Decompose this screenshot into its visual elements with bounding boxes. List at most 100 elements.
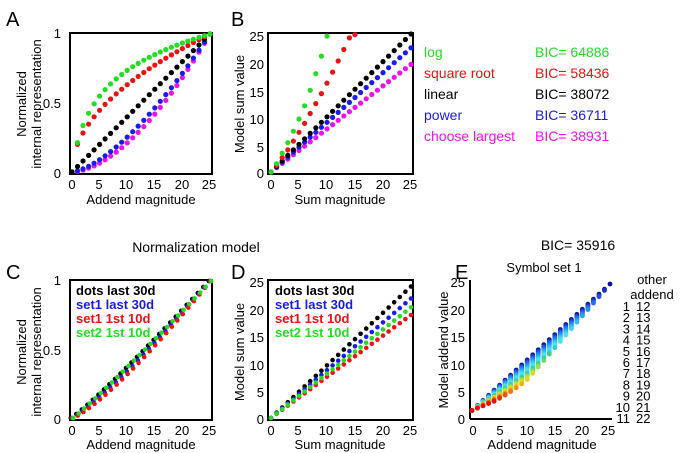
- point-log: [130, 64, 136, 70]
- panel-a: 1 0.5 0 0 5 10 15 20 25 Addend magnitude…: [14, 26, 216, 207]
- point-set1-1st-10d: [141, 354, 147, 360]
- point-set1-1st-10d: [363, 345, 369, 351]
- point-dots-last-30d: [352, 336, 358, 342]
- y-tick: 20: [451, 303, 465, 318]
- point-choose-largest: [318, 130, 324, 136]
- point-set2-1st-10d: [302, 389, 307, 394]
- x-tick: 0: [68, 177, 75, 192]
- point-linear: [185, 53, 191, 59]
- point-linear: [307, 130, 313, 136]
- y-axis-label-line2: internal representation: [29, 287, 44, 416]
- point-power: [152, 105, 158, 111]
- point-set1-last-30d: [391, 310, 397, 316]
- point-square-root: [352, 31, 358, 38]
- point-set1-1st-10d: [152, 343, 158, 348]
- point-linear: [152, 86, 158, 92]
- point-choose-largest: [135, 129, 141, 135]
- bic-value-power: BIC= 36711: [535, 107, 609, 123]
- point-set2-1st-10d: [341, 358, 347, 363]
- x-axis-label: Sum magnitude: [294, 192, 385, 207]
- point-dots-last-30d: [324, 363, 330, 368]
- point-linear: [174, 64, 180, 70]
- x-tick: 5: [95, 177, 102, 192]
- point-log: [268, 169, 274, 175]
- x-tick: 20: [175, 177, 189, 192]
- point-square-root: [135, 73, 141, 79]
- point-log: [174, 42, 180, 48]
- other-addend-label: 12: [636, 299, 650, 314]
- point-log: [108, 81, 114, 87]
- point-choose-largest: [119, 145, 125, 151]
- x-tick: 10: [119, 423, 133, 438]
- point-square-root: [80, 130, 86, 136]
- point-set2-1st-10d: [181, 307, 186, 313]
- point-set2-1st-10d: [142, 347, 148, 352]
- point-linear: [190, 48, 196, 54]
- point-set2-1st-10d: [352, 349, 358, 354]
- point-linear: [141, 97, 147, 103]
- axes-frame: [69, 32, 213, 175]
- point-set2-1st-10d: [347, 353, 352, 359]
- point-choose-largest: [408, 61, 414, 67]
- point-set2-1st-10d: [87, 401, 93, 406]
- x-tick: 5: [496, 423, 503, 438]
- point-dots-last-30d: [335, 352, 341, 358]
- point-set1-1st-10d: [397, 320, 403, 326]
- point-set2-1st-10d: [203, 284, 208, 290]
- other-addend-label: 1: [623, 299, 630, 314]
- point-dots-last-30d: [403, 289, 408, 295]
- point-square-root: [102, 101, 108, 107]
- legend-label-set2-1st-10d: set2 1st 10d: [76, 325, 150, 340]
- point-square-root: [86, 121, 92, 127]
- legend-label-power: power: [424, 107, 462, 123]
- point-choose-largest: [330, 122, 336, 128]
- point-linear: [358, 81, 364, 87]
- point-addend-22: [475, 405, 480, 411]
- y-axis-label: Model sum value: [232, 55, 247, 153]
- point-power: [91, 160, 97, 166]
- point-set1-1st-10d: [125, 371, 130, 377]
- panel-label-b: B: [231, 9, 244, 31]
- point-set1-last-30d: [369, 329, 375, 335]
- point-choose-largest: [157, 104, 163, 110]
- point-dots-last-30d: [397, 294, 403, 300]
- point-set1-1st-10d: [169, 324, 175, 330]
- x-axis-label: Sum magnitude: [294, 437, 385, 452]
- panel-label-d: D: [231, 262, 245, 284]
- point-addend-22: [480, 403, 486, 409]
- y-axis-label-line1: Normalized: [14, 71, 29, 137]
- x-axis-label: Addend magnitude: [86, 192, 195, 207]
- point-addend-6: [580, 313, 585, 319]
- point-log: [113, 76, 119, 82]
- point-linear: [102, 136, 108, 142]
- point-set2-1st-10d: [164, 324, 170, 330]
- point-set1-1st-10d: [108, 387, 114, 393]
- point-log: [302, 103, 308, 109]
- point-linear: [369, 70, 375, 76]
- point-log: [152, 52, 158, 58]
- point-square-root: [113, 91, 119, 97]
- point-log: [296, 116, 302, 122]
- point-set1-1st-10d: [391, 325, 397, 330]
- point-addend-11: [552, 345, 558, 351]
- point-linear: [119, 119, 125, 125]
- point-power: [408, 45, 414, 51]
- point-addend-14: [535, 364, 541, 370]
- other-addend-label: 19: [636, 377, 650, 392]
- point-power: [330, 114, 336, 120]
- point-power: [307, 134, 313, 140]
- point-set2-1st-10d: [104, 385, 109, 391]
- y-tick: 0: [54, 412, 61, 427]
- point-log: [157, 49, 163, 55]
- point-square-root: [346, 35, 352, 41]
- point-power: [358, 89, 364, 96]
- point-square-root: [285, 147, 291, 153]
- other-addend-label: 5: [623, 344, 630, 359]
- point-log: [135, 60, 141, 66]
- point-choose-largest: [163, 97, 169, 103]
- point-set1-last-30d: [352, 344, 358, 349]
- series-marks: [68, 278, 214, 421]
- point-set1-1st-10d: [97, 397, 103, 402]
- x-tick: 10: [520, 423, 534, 438]
- point-choose-largest: [374, 87, 380, 93]
